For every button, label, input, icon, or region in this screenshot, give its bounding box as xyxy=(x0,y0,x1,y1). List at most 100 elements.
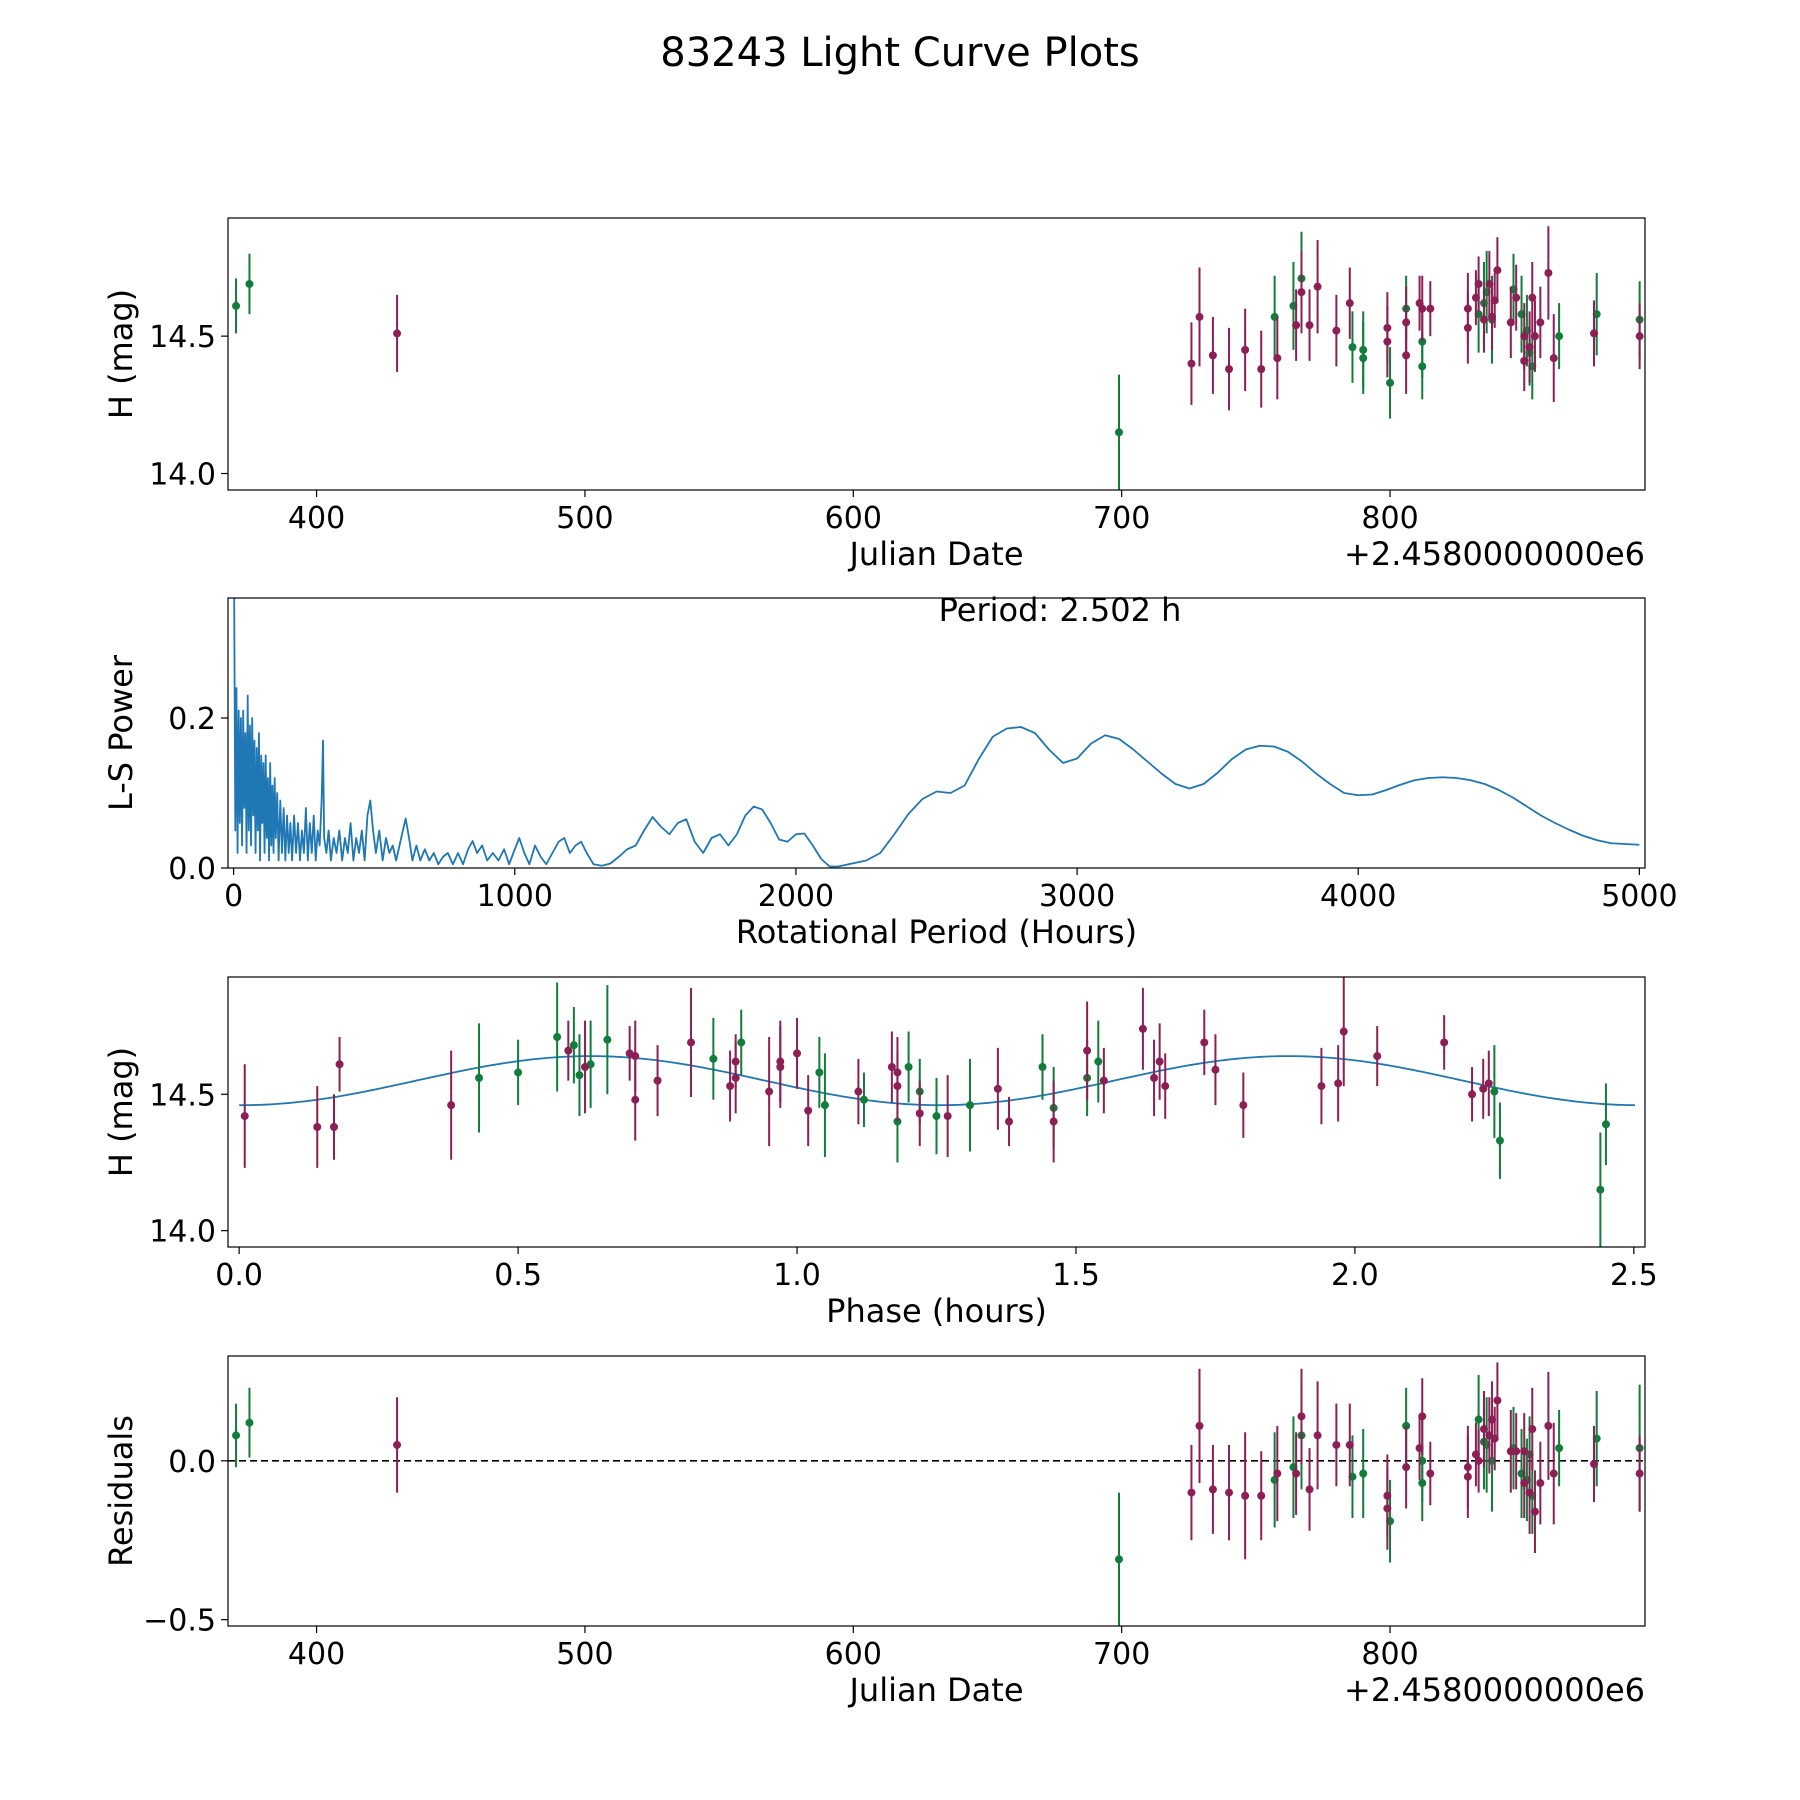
data-point-maroon xyxy=(1345,299,1354,308)
x-tick-label: 5000 xyxy=(1601,879,1677,914)
data-point-green xyxy=(1386,378,1395,387)
data-point-green xyxy=(1348,343,1357,352)
axes-frame xyxy=(227,217,1646,491)
data-point-green xyxy=(1359,354,1368,363)
data-point-maroon xyxy=(1468,1090,1477,1099)
data-point-maroon xyxy=(1161,1082,1170,1091)
data-point-maroon xyxy=(1195,312,1204,321)
x-tick-label: 1.0 xyxy=(773,1258,821,1293)
data-point-maroon xyxy=(1313,282,1322,291)
data-point-maroon xyxy=(1512,293,1521,302)
data-point-maroon xyxy=(765,1087,774,1096)
data-point-maroon xyxy=(1292,321,1301,330)
data-point-maroon xyxy=(1463,304,1472,313)
data-point-maroon xyxy=(329,1123,338,1131)
x-tick-label: 600 xyxy=(825,501,882,536)
data-point-maroon xyxy=(1590,329,1599,338)
data-point-maroon xyxy=(915,1109,924,1118)
x-tick-label: 1.5 xyxy=(1052,1258,1100,1293)
data-point-maroon xyxy=(1512,1447,1521,1456)
data-point-green xyxy=(245,279,254,288)
data-point-green xyxy=(575,1071,584,1080)
data-point-maroon xyxy=(1239,1101,1248,1110)
x-tick-label: 700 xyxy=(1093,501,1150,536)
data-point-maroon xyxy=(1528,293,1537,302)
data-point-green xyxy=(859,1095,868,1104)
data-point-maroon xyxy=(1528,1425,1537,1434)
data-point-green xyxy=(1418,362,1427,371)
data-point-maroon xyxy=(943,1112,952,1121)
data-point-maroon xyxy=(993,1084,1002,1093)
data-point-maroon xyxy=(1525,1488,1534,1497)
data-point-maroon xyxy=(726,1082,735,1091)
data-point-maroon xyxy=(1211,1065,1220,1074)
data-point-green xyxy=(1555,332,1564,341)
axes-frame xyxy=(227,976,1646,1248)
data-point-maroon xyxy=(1506,318,1515,327)
data-point-maroon xyxy=(1474,279,1483,288)
data-point-maroon xyxy=(1241,345,1250,354)
data-point-maroon xyxy=(1138,1024,1147,1033)
data-point-maroon xyxy=(1418,304,1427,313)
data-point-maroon xyxy=(1520,332,1529,341)
x-tick-label: 2000 xyxy=(758,879,834,914)
data-point-maroon xyxy=(1418,1412,1427,1421)
data-point-green xyxy=(904,1063,913,1071)
data-point-green xyxy=(1094,1057,1103,1066)
data-point-maroon xyxy=(1317,1082,1326,1091)
data-point-maroon xyxy=(1225,365,1234,374)
data-point-maroon xyxy=(1225,1488,1234,1497)
x-tick-label: 800 xyxy=(1361,1637,1418,1672)
data-point-maroon xyxy=(1493,266,1502,275)
y-tick-label: 14.0 xyxy=(149,458,216,493)
data-point-maroon xyxy=(1383,1504,1392,1513)
data-point-green xyxy=(603,1035,612,1044)
data-point-maroon xyxy=(1187,1488,1196,1497)
y-axis-label: L-S Power xyxy=(102,654,140,811)
data-point-maroon xyxy=(1305,321,1314,330)
power-spectrum-line xyxy=(233,598,1640,868)
data-point-maroon xyxy=(335,1060,344,1069)
data-point-maroon xyxy=(1334,1079,1343,1088)
data-point-maroon xyxy=(1484,1079,1493,1088)
plot-area xyxy=(228,1362,1645,1626)
data-point-maroon xyxy=(1590,1460,1599,1468)
data-point-maroon xyxy=(1005,1117,1014,1126)
data-point-maroon xyxy=(447,1101,456,1110)
data-point-maroon xyxy=(1049,1117,1058,1126)
data-point-maroon xyxy=(687,1038,696,1047)
x-axis-label: Julian Date xyxy=(847,1671,1023,1709)
figure-title: 83243 Light Curve Plots xyxy=(660,30,1139,76)
data-point-maroon xyxy=(1332,1440,1341,1449)
data-point-green xyxy=(1495,1136,1504,1145)
data-point-maroon xyxy=(804,1106,813,1115)
data-point-maroon xyxy=(1525,343,1534,352)
x-tick-label: 3000 xyxy=(1039,879,1115,914)
data-point-green xyxy=(737,1038,746,1047)
y-axis-label: H (mag) xyxy=(102,289,140,419)
plot-area xyxy=(232,226,1644,490)
data-point-maroon xyxy=(1257,1491,1266,1500)
data-point-maroon xyxy=(1345,1440,1354,1449)
data-point-maroon xyxy=(1099,1076,1108,1085)
y-axis-label: Residuals xyxy=(102,1415,140,1567)
data-point-maroon xyxy=(1297,1412,1306,1421)
data-point-maroon xyxy=(1339,1027,1348,1036)
data-point-maroon xyxy=(653,1076,662,1085)
data-point-maroon xyxy=(631,1095,640,1104)
data-point-green xyxy=(475,1073,484,1082)
data-point-maroon xyxy=(1402,1463,1411,1472)
data-point-green xyxy=(1114,428,1123,437)
x-offset-label: +2.4580000000e6 xyxy=(1344,1671,1645,1709)
data-point-maroon xyxy=(581,1063,590,1071)
axes-frame xyxy=(227,597,1646,869)
x-tick-label: 400 xyxy=(288,1637,345,1672)
data-point-green xyxy=(1601,1120,1610,1129)
data-point-maroon xyxy=(631,1052,640,1061)
data-point-green xyxy=(820,1101,829,1110)
lightcurve-panel: 400 500 600 700 800 14.0 14.5 Julian Date H (mag… xyxy=(102,217,1646,573)
y-tick-label: −0.5 xyxy=(143,1604,216,1639)
plot-area xyxy=(233,598,1640,868)
data-point-maroon xyxy=(776,1063,785,1071)
y-tick-label: 0.0 xyxy=(168,1445,216,1480)
